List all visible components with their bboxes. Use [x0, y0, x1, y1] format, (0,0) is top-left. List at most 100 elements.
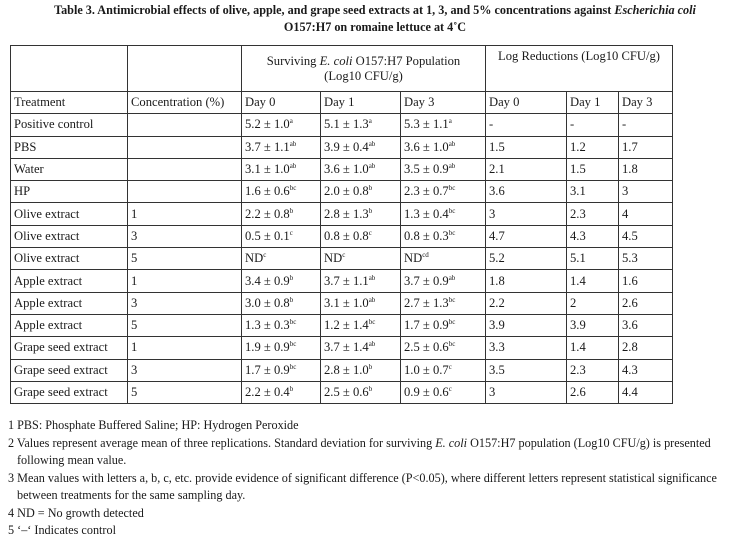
log-reduction-cell: 3.5	[485, 358, 567, 382]
footnote: 2 Values represent average mean of three…	[8, 435, 711, 468]
log-reduction-cell: 1.6	[618, 269, 673, 293]
log-reduction-cell: 2	[566, 291, 619, 315]
significance-letter: b	[289, 206, 294, 215]
concentration-cell: 3	[127, 291, 242, 315]
log-reduction-cell: 3.6	[618, 313, 673, 338]
significance-letter: bc	[448, 318, 456, 327]
value-cell: 1.6 ± 0.6bc	[241, 180, 321, 204]
value-cell: 5.3 ± 1.1a	[400, 113, 486, 137]
table-row: Apple extract 1 3.4 ± 0.9b 3.7 ± 1.1ab 3.7 ±…	[10, 269, 673, 293]
log-reduction-cell: 3.6	[485, 180, 567, 204]
mean-value: 3.1 ± 1.0	[324, 295, 369, 310]
caption-italic: Escherichia coli	[614, 3, 696, 17]
concentration-cell: 5	[127, 247, 242, 271]
treatment-cell: Olive extract	[10, 202, 128, 226]
significance-letter: ab	[368, 340, 376, 349]
table-row: Positive control 5.2 ± 1.0a 5.1 ± 1.3a 5.3 …	[10, 113, 673, 137]
significance-letter: b	[289, 295, 294, 304]
concentration-cell: 1	[127, 202, 242, 226]
table-row: Grape seed extract 5 2.2 ± 0.4b 2.5 ± 0.6b 0…	[10, 380, 673, 405]
significance-letter: bc	[448, 228, 456, 237]
significance-letter: bc	[368, 318, 376, 327]
value-cell: 3.7 ± 0.9ab	[400, 269, 486, 293]
value-cell: 0.9 ± 0.6c	[400, 380, 486, 405]
mean-value: ND	[404, 251, 423, 266]
value-cell: 2.2 ± 0.8b	[241, 202, 321, 226]
log-reduction-cell: 2.3	[566, 358, 619, 382]
treatment-cell: Olive extract	[10, 224, 128, 249]
column-header: Day 3	[400, 90, 486, 115]
value-cell: 0.5 ± 0.1c	[241, 224, 321, 249]
treatment-cell: Olive extract	[10, 247, 128, 271]
log-reduction-cell: 1.4	[566, 336, 619, 360]
column-header: Concentration (%)	[127, 90, 242, 115]
mean-value: 2.5 ± 0.6	[404, 340, 449, 355]
value-cell: 3.7 ± 1.4ab	[320, 336, 401, 360]
mean-value: 2.8 ± 1.3	[324, 206, 369, 221]
significance-letter: bc	[289, 340, 297, 349]
log-reduction-cell: 4.5	[618, 224, 673, 249]
value-cell: 1.9 ± 0.9bc	[241, 336, 321, 360]
data-table: Surviving E. coli O157:H7 Population (Lo…	[10, 45, 673, 405]
concentration-cell: 3	[127, 224, 242, 249]
significance-letter: bc	[448, 340, 456, 349]
significance-letter: ab	[289, 162, 297, 171]
concentration-cell: 5	[127, 313, 242, 338]
table-row: Water 3.1 ± 1.0ab 3.6 ± 1.0ab 3.5 ± 0.9ab 2.…	[10, 157, 673, 182]
mean-value: 2.7 ± 1.3	[404, 295, 449, 310]
value-cell: 3.6 ± 1.0ab	[320, 157, 401, 182]
significance-letter: ab	[448, 162, 456, 171]
mean-value: 3.7 ± 0.9	[404, 273, 449, 288]
log-reduction-cell: 5.2	[485, 247, 567, 271]
significance-letter: bc	[289, 184, 297, 193]
value-cell: 3.0 ± 0.8b	[241, 291, 321, 315]
significance-letter: ab	[368, 162, 376, 171]
value-cell: 3.7 ± 1.1ab	[320, 269, 401, 293]
significance-letter: c	[289, 228, 293, 237]
value-cell: 1.2 ± 1.4bc	[320, 313, 401, 338]
log-reduction-cell: 4.4	[618, 380, 673, 405]
mean-value: 1.3 ± 0.3	[245, 318, 290, 333]
mean-value: 2.2 ± 0.4	[245, 385, 290, 399]
treatment-cell: Grape seed extract	[10, 336, 128, 360]
value-cell: 2.5 ± 0.6b	[320, 380, 401, 405]
mean-value: 1.6 ± 0.6	[245, 184, 290, 199]
mean-value: 3.6 ± 1.0	[324, 162, 369, 177]
log-reduction-cell: 1.7	[618, 135, 673, 159]
caption-line2: O157:H7 on romaine lettuce at 4˚C	[283, 20, 467, 34]
mean-value: 1.2 ± 1.4	[324, 318, 369, 333]
value-cell: 1.0 ± 0.7c	[400, 358, 486, 382]
mean-value: 2.5 ± 0.6	[324, 385, 369, 399]
log-reduction-cell: 3.1	[566, 180, 619, 204]
table-row: Grape seed extract 3 1.7 ± 0.9bc 2.8 ± 1.0b…	[10, 358, 673, 382]
value-cell: NDc	[320, 247, 401, 271]
significance-letter: a	[289, 117, 293, 126]
log-reduction-cell: 4.3	[566, 224, 619, 249]
table-row: PBS 3.7 ± 1.1ab 3.9 ± 0.4ab 3.6 ± 1.0ab 1.5 1…	[10, 135, 673, 159]
group-header-row: Surviving E. coli O157:H7 Population (Lo…	[10, 45, 673, 92]
value-cell: 0.8 ± 0.8c	[320, 224, 401, 249]
concentration-cell: 3	[127, 358, 242, 382]
value-cell: 1.3 ± 0.3bc	[241, 313, 321, 338]
mean-value: 3.9 ± 0.4	[324, 139, 369, 154]
significance-letter: b	[368, 385, 373, 393]
column-header: Day 0	[485, 90, 567, 115]
log-reduction-cell: 2.8	[618, 336, 673, 360]
log-reduction-cell: 2.1	[485, 157, 567, 182]
table-row: Apple extract 3 3.0 ± 0.8b 3.1 ± 1.0ab 2.7 ±…	[10, 291, 673, 315]
value-cell: NDcd	[400, 247, 486, 271]
treatment-cell: Grape seed extract	[10, 358, 128, 382]
mean-value: 5.1 ± 1.3	[324, 117, 369, 132]
log-reduction-cell: 2.2	[485, 291, 567, 315]
table-row: Olive extract 3 0.5 ± 0.1c 0.8 ± 0.8c 0.8 ± …	[10, 224, 673, 249]
group-header-log-reductions: Log Reductions (Log10 CFU/g)	[485, 45, 673, 92]
footnote: 1 PBS: Phosphate Buffered Saline; HP: Hy…	[8, 418, 299, 432]
column-header-row: Treatment Concentration (%) Day 0 Day 1 …	[10, 90, 673, 115]
table-row: Grape seed extract 1 1.9 ± 0.9bc 3.7 ± 1.4a…	[10, 336, 673, 360]
log-reduction-cell: 2.6	[566, 380, 619, 405]
mean-value: 2.2 ± 0.8	[245, 206, 290, 221]
log-reduction-cell: 4	[618, 202, 673, 226]
footnotes: 1 PBS: Phosphate Buffered Saline; HP: Hy…	[8, 417, 744, 540]
significance-letter: ab	[289, 139, 297, 148]
significance-letter: b	[289, 273, 294, 282]
